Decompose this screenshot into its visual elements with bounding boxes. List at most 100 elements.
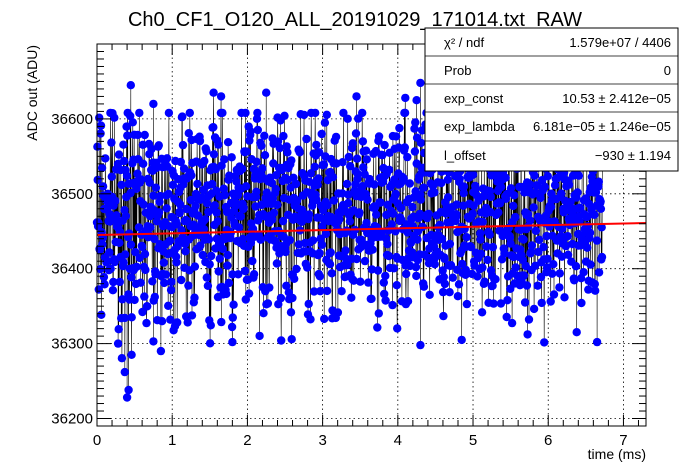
data-point bbox=[198, 250, 207, 260]
data-point bbox=[326, 248, 335, 257]
data-point bbox=[454, 280, 464, 289]
data-point bbox=[537, 298, 546, 308]
data-point bbox=[267, 178, 276, 188]
data-point bbox=[455, 174, 464, 183]
data-point bbox=[560, 293, 569, 302]
data-point bbox=[130, 295, 139, 305]
data-point bbox=[308, 236, 318, 245]
data-point bbox=[124, 385, 133, 395]
data-point bbox=[563, 250, 573, 259]
data-point bbox=[452, 210, 461, 219]
data-point bbox=[281, 247, 290, 257]
x-tick-label: 0 bbox=[93, 432, 101, 449]
data-point bbox=[150, 234, 159, 244]
data-point bbox=[574, 171, 584, 180]
data-point bbox=[234, 223, 244, 232]
y-axis-label: ADC out (ADU) bbox=[24, 45, 40, 141]
data-point bbox=[142, 318, 151, 328]
data-point bbox=[93, 175, 102, 185]
data-point bbox=[362, 155, 371, 164]
data-point bbox=[546, 297, 555, 306]
data-point bbox=[166, 315, 175, 324]
data-point bbox=[596, 204, 606, 213]
data-point bbox=[126, 111, 135, 121]
data-point bbox=[190, 262, 200, 271]
data-point bbox=[413, 235, 422, 244]
data-point bbox=[412, 271, 421, 281]
data-point bbox=[400, 108, 410, 118]
data-point bbox=[540, 338, 549, 347]
data-point bbox=[119, 140, 128, 149]
data-point bbox=[346, 162, 355, 171]
data-point bbox=[154, 208, 164, 217]
data-point bbox=[443, 175, 452, 184]
data-point bbox=[218, 244, 227, 254]
data-point bbox=[549, 290, 559, 299]
data-point bbox=[468, 209, 477, 218]
data-point bbox=[550, 181, 560, 190]
data-point bbox=[288, 293, 297, 303]
data-point bbox=[113, 339, 123, 348]
data-point bbox=[246, 127, 255, 136]
data-point bbox=[506, 239, 515, 248]
data-point bbox=[227, 322, 237, 332]
data-point bbox=[320, 314, 329, 324]
data-point bbox=[343, 114, 352, 124]
data-point bbox=[166, 285, 176, 295]
data-point bbox=[448, 273, 457, 282]
data-point bbox=[253, 125, 262, 135]
data-point bbox=[594, 177, 603, 186]
data-point bbox=[187, 311, 197, 320]
data-point bbox=[203, 281, 213, 290]
data-point bbox=[292, 196, 302, 205]
data-point bbox=[107, 138, 116, 147]
data-point bbox=[249, 270, 259, 279]
data-point bbox=[419, 183, 428, 192]
data-point bbox=[197, 193, 207, 202]
x-tick-label: 2 bbox=[243, 432, 251, 449]
data-point bbox=[497, 182, 506, 192]
data-point bbox=[424, 209, 433, 219]
data-point bbox=[209, 150, 219, 159]
x-tick-label: 4 bbox=[394, 432, 402, 449]
data-point bbox=[416, 138, 426, 148]
data-point bbox=[244, 289, 254, 298]
data-point bbox=[571, 262, 581, 271]
data-point bbox=[573, 188, 582, 197]
data-point bbox=[495, 199, 505, 208]
data-point bbox=[283, 148, 292, 157]
data-point bbox=[241, 108, 250, 118]
data-point bbox=[453, 292, 463, 301]
data-point bbox=[597, 223, 606, 232]
data-point bbox=[381, 271, 390, 281]
data-point bbox=[135, 108, 144, 118]
data-point bbox=[365, 174, 374, 184]
data-point bbox=[138, 242, 147, 252]
data-point bbox=[439, 272, 448, 282]
data-point bbox=[440, 254, 449, 263]
data-point bbox=[473, 272, 482, 281]
stats-label-prob: Prob bbox=[444, 63, 471, 78]
data-point bbox=[131, 247, 140, 257]
data-point bbox=[583, 243, 592, 252]
data-point bbox=[299, 110, 309, 120]
data-point bbox=[193, 211, 203, 220]
data-point bbox=[437, 178, 446, 188]
data-point bbox=[182, 204, 191, 214]
data-point bbox=[511, 212, 520, 222]
data-point bbox=[204, 235, 214, 244]
data-point bbox=[355, 208, 364, 217]
data-point bbox=[352, 154, 362, 163]
data-point bbox=[239, 203, 248, 213]
data-point bbox=[322, 110, 331, 120]
data-point bbox=[117, 354, 127, 363]
data-point bbox=[167, 277, 176, 287]
data-point bbox=[279, 131, 288, 141]
data-point bbox=[138, 140, 148, 149]
data-point bbox=[217, 161, 226, 170]
data-point bbox=[231, 198, 241, 208]
data-point bbox=[533, 281, 542, 290]
y-tick-label: 36500 bbox=[51, 186, 93, 203]
data-point bbox=[216, 92, 226, 101]
data-point bbox=[313, 180, 322, 189]
